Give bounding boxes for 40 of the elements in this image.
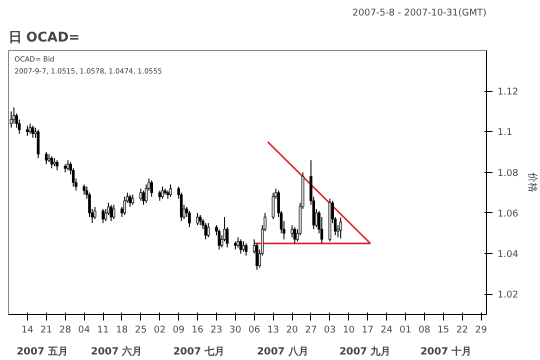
y-tick-label: 1.12: [498, 86, 518, 98]
x-tick-label: 22: [456, 324, 468, 336]
x-tick-label: 17: [362, 324, 374, 336]
x-tick-label: 04: [78, 324, 90, 336]
x-tick-label: 30: [229, 324, 242, 336]
y-tick-label: 1.04: [498, 249, 518, 260]
x-tick-label: 24: [380, 324, 393, 336]
x-tick-label: 27: [305, 324, 317, 336]
x-tick-label: 08: [418, 324, 430, 336]
text: 2007 九月: [339, 346, 391, 358]
x-tick-label: 16: [192, 324, 204, 336]
x-tick-label: 02: [154, 324, 166, 336]
x-tick-label: 09: [172, 324, 185, 336]
text: 2007 五月: [16, 346, 68, 358]
text: 2007 七月: [173, 346, 225, 358]
x-tick-label: 15: [437, 324, 450, 336]
y-axis-title: 价格: [526, 172, 538, 192]
chart-title: 日 OCAD=: [8, 30, 80, 46]
x-tick-label: 28: [59, 324, 72, 336]
chart-subtitle: 2007-5-8 - 2007-10-31(GMT): [352, 8, 487, 18]
x-tick-label: 20: [286, 324, 298, 336]
x-tick-label: 03: [324, 324, 336, 336]
x-tick-label: 10: [342, 324, 355, 336]
y-tick-label: 1.1: [498, 127, 512, 138]
text: 2007 六月: [90, 346, 142, 358]
x-tick-label: 11: [97, 324, 110, 336]
y-tick-label: 1.08: [498, 168, 518, 179]
y-tick-label: 1.06: [498, 208, 518, 220]
text: 2007 十月: [420, 346, 472, 358]
x-tick-label: 13: [267, 324, 280, 336]
x-tick-label: 14: [21, 324, 34, 336]
y-tick-label: 1.02: [498, 290, 518, 301]
x-tick-label: 29: [475, 324, 488, 336]
x-tick-label: 18: [116, 324, 128, 336]
text: 2007 八月: [256, 346, 308, 358]
x-tick-label: 06: [248, 324, 260, 336]
x-tick-label: 25: [134, 324, 147, 336]
x-tick-label: 21: [40, 324, 52, 336]
x-tick-label: 01: [400, 324, 412, 336]
x-tick-label: 23: [210, 324, 222, 336]
